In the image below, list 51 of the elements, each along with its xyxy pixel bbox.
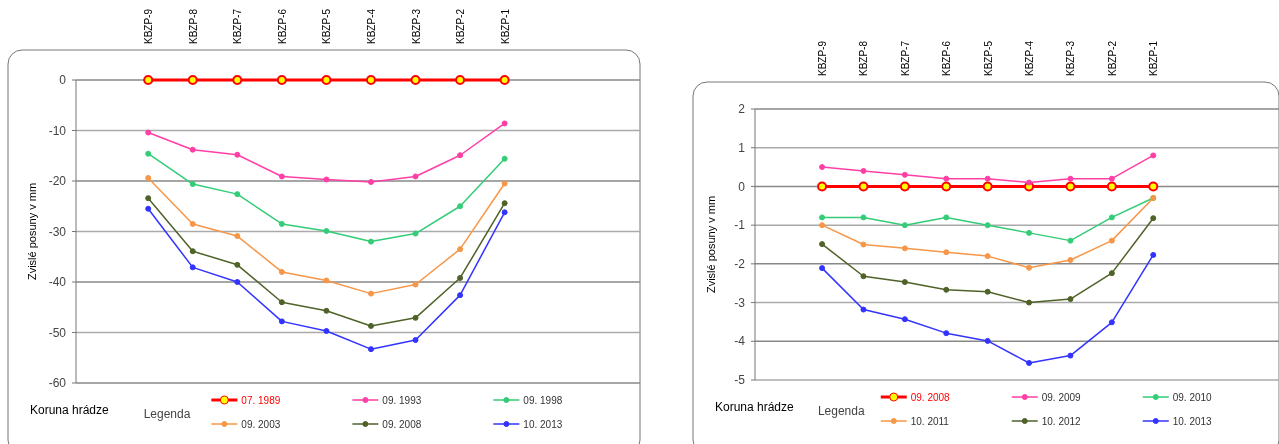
x-tick-label: KBZP-6 bbox=[941, 40, 953, 76]
text: Legenda bbox=[817, 404, 865, 418]
legend-label: 09. 1993 bbox=[382, 394, 422, 406]
legend-label: 09. 2008 bbox=[382, 418, 422, 430]
y-axis-title: Zvislé posuny v mm bbox=[26, 182, 38, 281]
x-tick-label: KBZP-7 bbox=[232, 8, 244, 44]
y-tick-label: 0 bbox=[738, 179, 746, 194]
x-tick-label: KBZP-5 bbox=[982, 40, 994, 76]
x-tick-label: KBZP-9 bbox=[143, 8, 155, 44]
x-tick-label: KBZP-8 bbox=[858, 40, 870, 76]
y-tick-label: -50 bbox=[48, 325, 67, 340]
y-tick-label: 0 bbox=[59, 73, 67, 88]
text: Legenda bbox=[143, 407, 191, 421]
x-tick-label: KBZP-4 bbox=[1024, 40, 1036, 76]
legend-label: 10. 2013 bbox=[1172, 415, 1213, 427]
y-tick-label: 2 bbox=[738, 102, 746, 117]
legend-label: 09. 1998 bbox=[523, 394, 563, 406]
y-tick-label: -30 bbox=[48, 224, 67, 239]
text: Koruna hrádze bbox=[30, 403, 110, 417]
y-tick-label: -20 bbox=[48, 174, 67, 189]
x-tick-label: KBZP-1 bbox=[499, 8, 511, 44]
y-axis-title: Zvislé posuny v mm bbox=[705, 195, 717, 294]
x-tick-label: KBZP-8 bbox=[187, 8, 199, 44]
legend-label: 07. 1989 bbox=[241, 394, 281, 406]
y-tick-label: -5 bbox=[734, 373, 746, 388]
legend-label: 10. 2013 bbox=[523, 418, 563, 430]
y-tick-label: -60 bbox=[48, 376, 67, 391]
legend-label: 09. 2008 bbox=[910, 391, 951, 403]
legend-label: 09. 2009 bbox=[1041, 391, 1082, 403]
x-tick-label: KBZP-3 bbox=[410, 8, 422, 44]
y-tick-label: -1 bbox=[734, 218, 746, 233]
x-tick-label: KBZP-4 bbox=[365, 8, 377, 44]
y-tick-label: -2 bbox=[734, 257, 746, 272]
text: Koruna hrádze bbox=[715, 400, 795, 414]
y-tick-label: 1 bbox=[738, 140, 746, 155]
x-tick-label: KBZP-3 bbox=[1065, 40, 1077, 76]
legend-label: 10. 2011 bbox=[910, 415, 950, 427]
y-tick-label: -40 bbox=[48, 275, 67, 290]
legend-label: 09. 2003 bbox=[241, 418, 281, 430]
x-tick-label: KBZP-6 bbox=[276, 8, 288, 44]
x-tick-label: KBZP-7 bbox=[899, 40, 911, 76]
legend-label: 09. 2010 bbox=[1172, 391, 1213, 403]
legend-label: 10. 2012 bbox=[1041, 415, 1082, 427]
y-tick-label: -4 bbox=[734, 334, 746, 349]
x-tick-label: KBZP-9 bbox=[817, 40, 829, 76]
x-tick-label: KBZP-1 bbox=[1148, 40, 1160, 76]
x-tick-label: KBZP-5 bbox=[321, 8, 333, 44]
x-tick-label: KBZP-2 bbox=[1106, 40, 1118, 76]
y-tick-label: -10 bbox=[48, 123, 67, 138]
y-tick-label: -3 bbox=[734, 295, 746, 310]
x-tick-label: KBZP-2 bbox=[455, 8, 467, 44]
